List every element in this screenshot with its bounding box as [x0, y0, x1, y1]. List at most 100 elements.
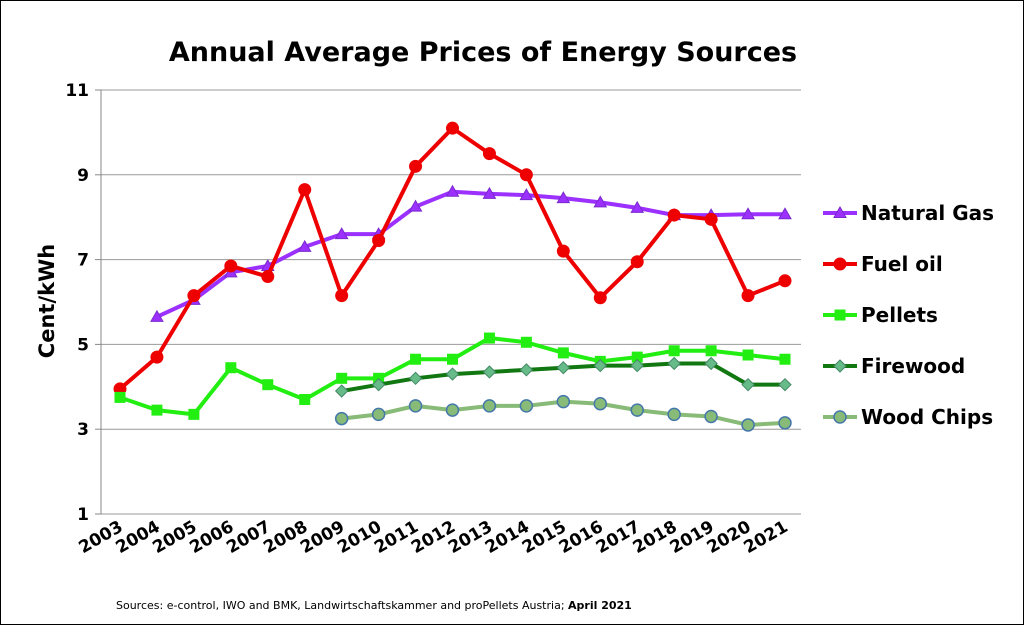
data-point — [336, 372, 348, 384]
data-point — [261, 270, 275, 284]
data-point — [447, 353, 458, 365]
series-firewood — [334, 356, 792, 398]
data-point — [482, 365, 497, 379]
data-point — [778, 377, 792, 392]
data-point — [593, 195, 608, 208]
data-point — [372, 234, 386, 248]
legend-label: Natural Gas — [861, 201, 994, 225]
data-point — [482, 399, 497, 413]
y-tick-label: 11 — [65, 81, 89, 101]
data-point — [779, 353, 791, 365]
data-point — [630, 200, 645, 213]
data-point — [409, 159, 423, 173]
data-point — [187, 289, 201, 303]
data-point — [188, 408, 200, 420]
data-point — [408, 371, 423, 386]
data-point — [519, 363, 534, 377]
series-natural-gas — [150, 184, 792, 322]
data-point — [667, 208, 681, 222]
data-point — [631, 351, 643, 363]
data-point — [262, 379, 274, 391]
data-point — [667, 356, 681, 371]
data-point — [151, 404, 163, 416]
y-tick-label: 5 — [77, 335, 89, 355]
data-point — [334, 384, 349, 398]
data-point — [668, 345, 680, 357]
y-tick-label: 1 — [77, 505, 89, 525]
data-point — [371, 407, 386, 422]
data-point — [334, 411, 349, 426]
series-wood-chips — [334, 394, 792, 432]
data-point — [556, 394, 571, 409]
data-point — [593, 397, 608, 411]
series-group — [113, 121, 792, 432]
data-point — [630, 255, 644, 269]
x-tick-label: 2021 — [741, 517, 792, 558]
data-point — [371, 377, 386, 392]
data-point — [519, 188, 534, 201]
legend-label: Pellets — [861, 303, 938, 327]
data-point — [704, 409, 718, 424]
source-note-date: April 2021 — [568, 599, 632, 612]
data-point — [630, 358, 644, 373]
y-tick-label: 7 — [77, 251, 89, 271]
data-point — [741, 377, 755, 392]
chart-title: Annual Average Prices of Energy Sources — [169, 37, 797, 68]
data-point — [556, 244, 570, 258]
data-point — [408, 199, 423, 212]
source-note: Sources: e-control, IWO and BMK, Landwir… — [116, 599, 632, 612]
data-point — [520, 336, 532, 348]
legend: Natural Gas Fuel oil Pellets Firewood Wood C… — [823, 201, 994, 429]
data-point — [833, 205, 847, 218]
y-tick-labels: 1 3 5 7 9 11 — [65, 81, 89, 525]
data-point — [593, 291, 607, 305]
legend-item: Pellets — [823, 303, 938, 327]
series-fuel-oil — [113, 121, 792, 396]
data-point — [742, 349, 754, 361]
data-point — [334, 227, 349, 240]
data-point — [114, 391, 126, 403]
data-point — [335, 289, 349, 303]
y-tick-label: 3 — [77, 420, 89, 440]
data-point — [556, 361, 571, 375]
data-point — [741, 289, 755, 303]
legend-item: Fuel oil — [823, 252, 943, 276]
data-point — [778, 274, 792, 288]
data-point — [445, 184, 460, 197]
data-point — [150, 350, 164, 364]
data-point — [298, 183, 312, 197]
data-point — [445, 367, 460, 381]
data-point — [482, 186, 497, 199]
data-point — [519, 399, 534, 413]
data-point — [778, 207, 792, 220]
data-point — [446, 121, 459, 135]
data-point — [833, 410, 847, 424]
data-point — [833, 257, 847, 271]
data-point — [482, 147, 496, 161]
x-tick-labels: 2003200420052006200720082009201020112012… — [76, 517, 792, 558]
data-point — [556, 191, 571, 204]
data-point — [834, 309, 846, 321]
data-point — [630, 403, 644, 417]
data-point — [833, 359, 847, 373]
series-line — [156, 189, 785, 319]
data-point — [557, 347, 569, 359]
data-point — [705, 345, 717, 357]
legend-item: Natural Gas — [823, 201, 994, 225]
data-point — [741, 207, 755, 220]
data-point — [299, 394, 311, 406]
legend-label: Wood Chips — [861, 405, 993, 429]
legend-item: Firewood — [823, 354, 965, 378]
grid-lines — [95, 89, 801, 515]
data-point — [297, 239, 312, 252]
data-point — [410, 353, 422, 365]
data-point — [224, 259, 238, 273]
data-point — [704, 356, 718, 371]
data-point — [593, 358, 607, 373]
data-point — [778, 416, 792, 430]
y-axis-label: Cent/kWh — [35, 244, 59, 358]
data-point — [225, 362, 237, 374]
data-point — [150, 309, 164, 322]
